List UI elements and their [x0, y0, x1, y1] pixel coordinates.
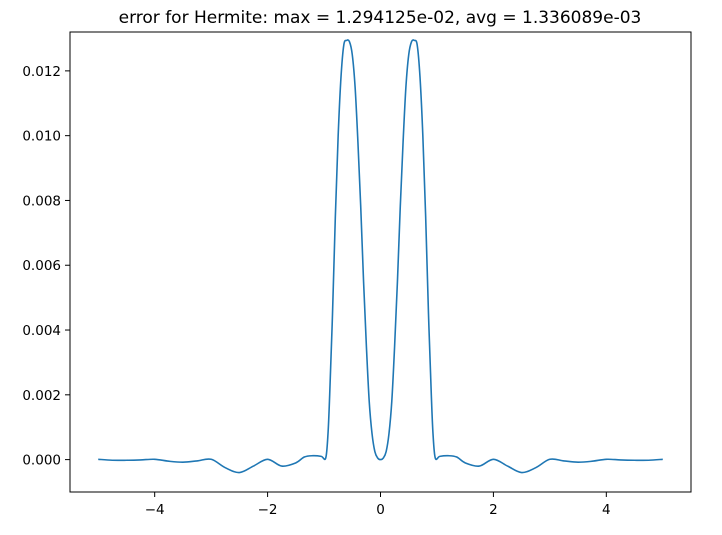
y-tick-label: 0.010 — [22, 129, 61, 145]
y-tick-label: 0.012 — [22, 64, 61, 80]
chart-title: error for Hermite: max = 1.294125e-02, a… — [119, 8, 642, 28]
y-tick-label: 0.002 — [22, 388, 61, 404]
x-tick-label: −4 — [145, 502, 165, 518]
y-axis-ticks: 0.000 0.002 0.004 0.006 0.008 0.010 0.012 — [22, 64, 70, 469]
series-line — [98, 39, 663, 474]
x-axis-ticks: −4 −2 0 2 4 — [145, 492, 611, 518]
axes — [69, 31, 692, 493]
y-tick-label: 0.006 — [22, 258, 61, 274]
series-group — [98, 39, 663, 474]
y-tick-label: 0.008 — [22, 193, 61, 209]
y-tick-label: 0.004 — [22, 323, 61, 339]
x-tick-label: 0 — [376, 502, 385, 518]
x-tick-label: 2 — [489, 502, 498, 518]
y-tick-label: 0.000 — [22, 453, 61, 469]
x-tick-label: −2 — [258, 502, 278, 518]
x-tick-label: 4 — [602, 502, 611, 518]
plot-area-frame — [69, 31, 692, 493]
